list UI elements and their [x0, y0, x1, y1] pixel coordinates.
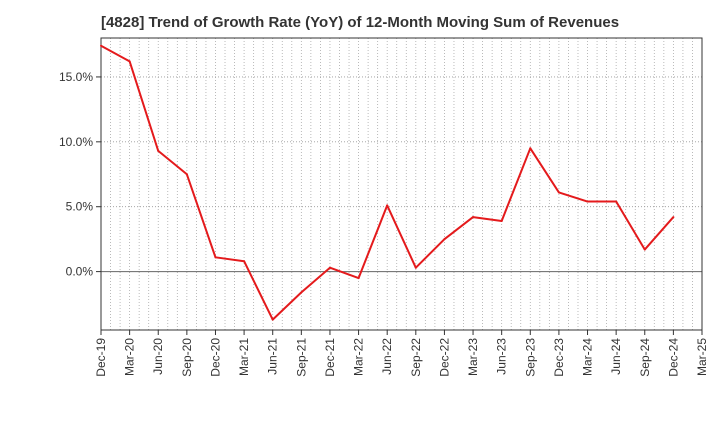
- x-tick-label: Jun-24: [609, 338, 623, 375]
- x-tick-label: Dec-19: [94, 338, 108, 377]
- x-tick-label: Sep-22: [409, 338, 423, 377]
- plot-frame: [100, 37, 703, 331]
- grid-layer: [101, 38, 702, 330]
- x-tick-label: Jun-21: [266, 338, 280, 375]
- x-tick-label: Dec-24: [666, 338, 680, 377]
- x-tick-label: Sep-23: [523, 338, 537, 377]
- data-point: [557, 191, 560, 194]
- x-tick-label: Jun-23: [495, 338, 509, 375]
- series-layer: [100, 44, 675, 321]
- x-tick-label: Mar-22: [352, 338, 366, 376]
- x-tick-label: Dec-21: [323, 338, 337, 377]
- data-point: [243, 260, 246, 263]
- x-tick-label: Dec-22: [437, 338, 451, 377]
- x-tick-label: Mar-21: [237, 338, 251, 376]
- x-tick-label: Mar-23: [466, 338, 480, 376]
- data-point: [414, 266, 417, 269]
- data-point: [529, 147, 532, 150]
- x-tick-label: Jun-20: [151, 338, 165, 375]
- data-point: [157, 149, 160, 152]
- data-point: [328, 266, 331, 269]
- x-tick-label: Dec-20: [208, 338, 222, 377]
- data-point: [357, 277, 360, 280]
- data-point: [615, 200, 618, 203]
- data-point: [386, 204, 389, 207]
- y-tick-label: 5.0%: [66, 200, 94, 214]
- x-tick-label: Mar-25: [695, 338, 709, 376]
- data-point: [500, 219, 503, 222]
- data-point: [472, 216, 475, 219]
- data-point: [443, 238, 446, 241]
- x-tick-label: Dec-23: [552, 338, 566, 377]
- data-point: [643, 248, 646, 251]
- y-tick-label: 15.0%: [59, 70, 93, 84]
- data-point: [300, 291, 303, 294]
- data-point: [100, 44, 102, 47]
- x-tick-label: Sep-21: [294, 338, 308, 377]
- data-point: [586, 200, 589, 203]
- data-point: [185, 173, 188, 176]
- axes-layer: [96, 37, 703, 335]
- x-tick-label: Mar-24: [581, 338, 595, 376]
- label-layer: 0.0% 5.0% 10.0% 15.0% Dec-19 Mar-20 Jun-20 Sep-…: [59, 70, 709, 377]
- x-tick-label: Mar-20: [123, 338, 137, 376]
- data-point: [128, 60, 131, 63]
- x-tick-label: Sep-20: [180, 338, 194, 377]
- data-point: [271, 318, 274, 321]
- chart-title: [4828] Trend of Growth Rate (YoY) of 12-…: [100, 14, 620, 31]
- data-point: [214, 256, 217, 259]
- x-tick-label: Jun-22: [380, 338, 394, 375]
- y-tick-label: 10.0%: [59, 135, 93, 149]
- x-tick-label: Sep-24: [638, 338, 652, 377]
- data-point: [672, 216, 675, 219]
- y-tick-label: 0.0%: [66, 265, 94, 279]
